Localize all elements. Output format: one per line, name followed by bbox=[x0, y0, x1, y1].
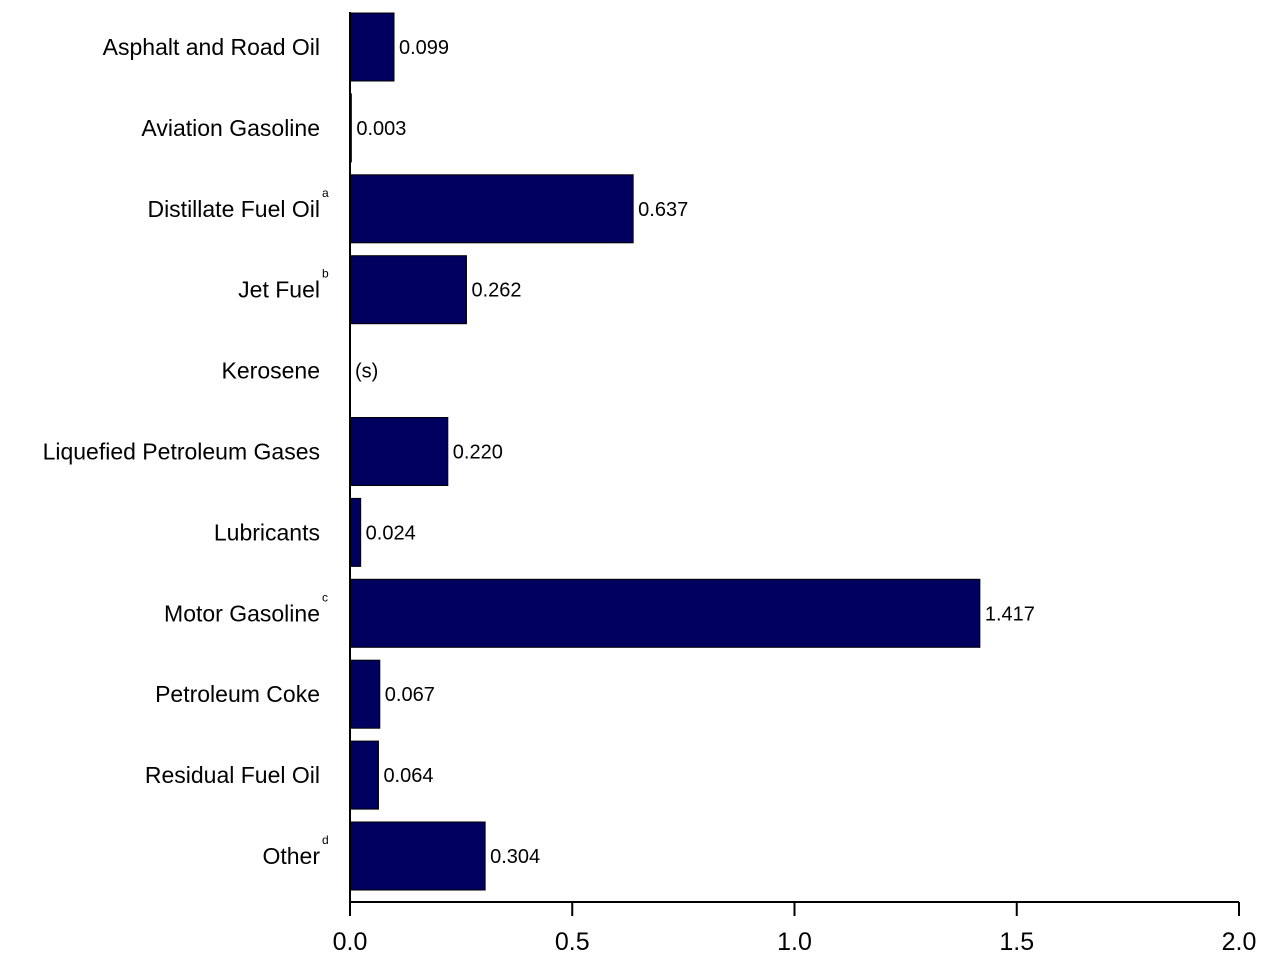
value-label: 0.262 bbox=[471, 280, 521, 302]
category-label: Asphalt and Road Oil bbox=[103, 34, 320, 60]
value-label: 1.417 bbox=[985, 603, 1035, 625]
value-label: 0.304 bbox=[490, 846, 540, 868]
x-tick-label: 1.5 bbox=[999, 928, 1034, 956]
bar bbox=[349, 12, 395, 82]
bar bbox=[349, 174, 634, 244]
value-label: 0.220 bbox=[453, 442, 503, 464]
bar bbox=[349, 740, 379, 810]
value-label: 0.067 bbox=[385, 684, 435, 706]
bar bbox=[349, 417, 449, 486]
category-label: Petroleum Coke bbox=[155, 681, 320, 707]
value-label: 0.024 bbox=[366, 522, 416, 544]
category-footnote-mark: a bbox=[322, 186, 329, 200]
value-label: 0.064 bbox=[383, 765, 433, 787]
category-footnote-mark: b bbox=[322, 267, 329, 281]
value-label: 0.637 bbox=[638, 199, 688, 221]
axes: 0.0 0.5 1.0 1.5 2.0 bbox=[333, 12, 1257, 956]
bar bbox=[349, 497, 362, 567]
x-tick-label: 2.0 bbox=[1222, 928, 1257, 956]
category-footnote-mark: d bbox=[322, 833, 329, 847]
category-label: Motor Gasoline bbox=[164, 600, 320, 626]
x-tick-label: 0.0 bbox=[333, 928, 368, 956]
category-label: Lubricants bbox=[214, 519, 320, 545]
category-label: Other bbox=[262, 843, 320, 869]
category-labels: Asphalt and Road Oil Aviation Gasoline Dis… bbox=[43, 34, 329, 869]
value-label: 0.099 bbox=[399, 37, 449, 59]
bars-layer bbox=[349, 12, 981, 891]
category-label: Distillate Fuel Oil bbox=[147, 196, 320, 222]
value-label: (s) bbox=[355, 361, 378, 383]
bar bbox=[349, 821, 486, 891]
category-label: Aviation Gasoline bbox=[141, 115, 320, 141]
bar bbox=[349, 659, 381, 729]
x-tick-label: 1.0 bbox=[777, 928, 812, 956]
category-footnote-mark: c bbox=[322, 590, 328, 604]
value-label: 0.003 bbox=[356, 118, 406, 140]
bar bbox=[349, 578, 981, 648]
category-label: Kerosene bbox=[222, 358, 320, 384]
category-label: Liquefied Petroleum Gases bbox=[43, 439, 320, 465]
x-tick-label: 0.5 bbox=[555, 928, 590, 956]
bar bbox=[349, 255, 467, 325]
value-labels: 0.099 0.003 0.637 0.262 (s) 0.220 0.024 1.417 0.… bbox=[355, 37, 1035, 868]
category-label: Residual Fuel Oil bbox=[145, 762, 320, 788]
category-label: Jet Fuel bbox=[238, 277, 320, 303]
